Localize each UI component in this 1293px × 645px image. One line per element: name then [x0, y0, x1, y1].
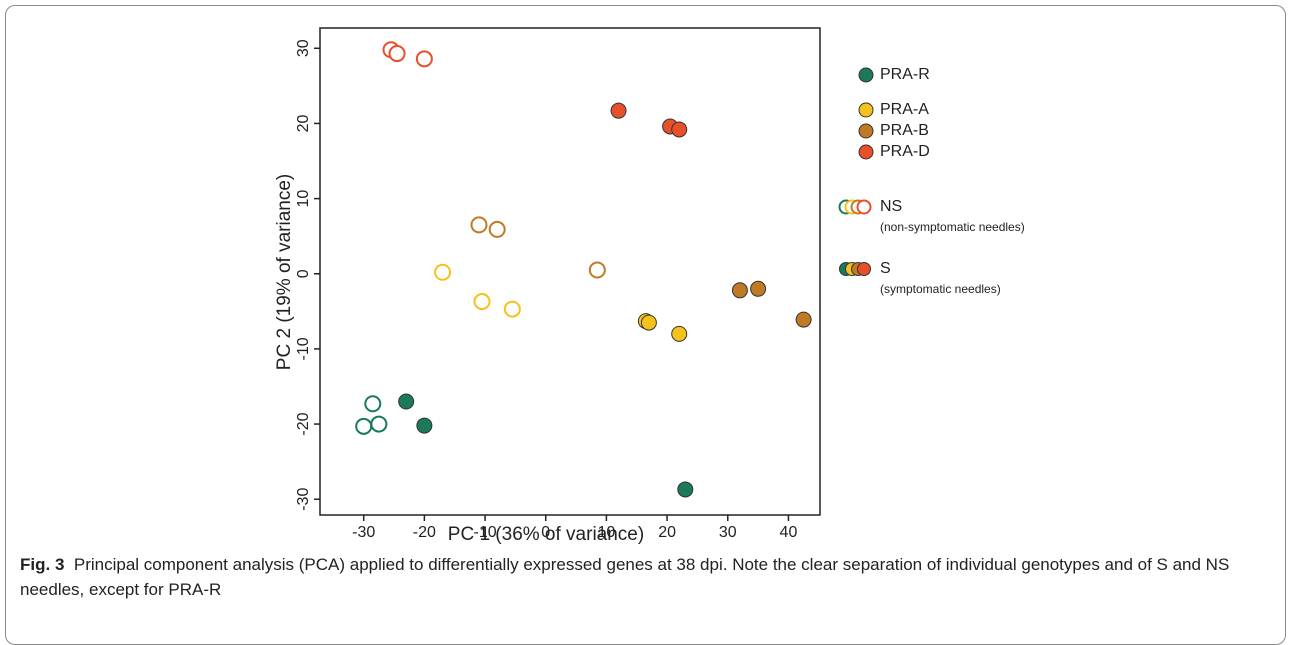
point-open — [434, 263, 452, 281]
caption-label: Fig. 3 — [20, 555, 65, 574]
point-filled — [416, 417, 433, 434]
legend-marker — [858, 144, 874, 160]
plot-frame — [319, 27, 821, 516]
legend-label: PRA-R — [880, 66, 930, 83]
legend-marker — [858, 67, 874, 83]
legend-note: (symptomatic needles) — [880, 282, 1001, 296]
x-tick-label: 10 — [598, 524, 616, 541]
caption: Fig. 3 Principal component analysis (PCA… — [20, 552, 1275, 602]
y-tick-label: -30 — [295, 488, 312, 511]
y-tick-label: 10 — [295, 190, 312, 208]
point-filled — [398, 393, 415, 410]
y-axis-label: PC 2 (19% of variance) — [274, 174, 295, 370]
legend-marker — [858, 123, 874, 139]
point-filled — [795, 311, 812, 328]
legend-label: PRA-A — [880, 101, 929, 118]
point-filled — [671, 325, 688, 342]
y-tick-label: 30 — [295, 39, 312, 57]
point-open — [588, 261, 606, 279]
point-filled — [610, 102, 627, 119]
legend-note: (non-symptomatic needles) — [880, 220, 1025, 234]
y-tick-label: 0 — [295, 269, 312, 278]
chart: PC 1 (36% of variance) PC 2 (19% of vari… — [274, 27, 1025, 545]
point-open — [355, 417, 373, 435]
point-open — [488, 220, 506, 238]
legend-label: NS — [880, 198, 902, 215]
legend-label: S — [880, 260, 891, 277]
x-tick-label: -30 — [352, 524, 375, 541]
point-filled — [677, 481, 694, 498]
point-filled — [671, 121, 688, 138]
point-filled — [750, 280, 767, 297]
point-open — [470, 216, 488, 234]
y-tick-label: -10 — [295, 337, 312, 360]
x-tick-label: 20 — [658, 524, 676, 541]
point-open — [473, 293, 491, 311]
x-tick-label: -10 — [473, 524, 496, 541]
legend-marker — [856, 199, 872, 215]
x-tick-label: 40 — [780, 524, 798, 541]
legend-marker — [858, 102, 874, 118]
x-tick-label: -20 — [413, 524, 436, 541]
point-filled — [640, 314, 657, 331]
legend-marker — [857, 262, 871, 276]
point-open — [370, 415, 388, 433]
caption-text: Principal component analysis (PCA) appli… — [20, 555, 1230, 599]
x-axis-label: PC 1 (36% of variance) — [448, 524, 644, 545]
x-tick-label: 30 — [719, 524, 737, 541]
point-open — [415, 50, 433, 68]
point-open — [364, 395, 382, 413]
y-tick-label: 20 — [295, 114, 312, 132]
point-open — [388, 45, 406, 63]
point-filled — [731, 282, 748, 299]
x-tick-label: 0 — [541, 524, 550, 541]
y-tick-label: -20 — [295, 412, 312, 435]
legend-label: PRA-D — [880, 143, 930, 160]
point-open — [503, 300, 521, 318]
legend-label: PRA-B — [880, 122, 929, 139]
